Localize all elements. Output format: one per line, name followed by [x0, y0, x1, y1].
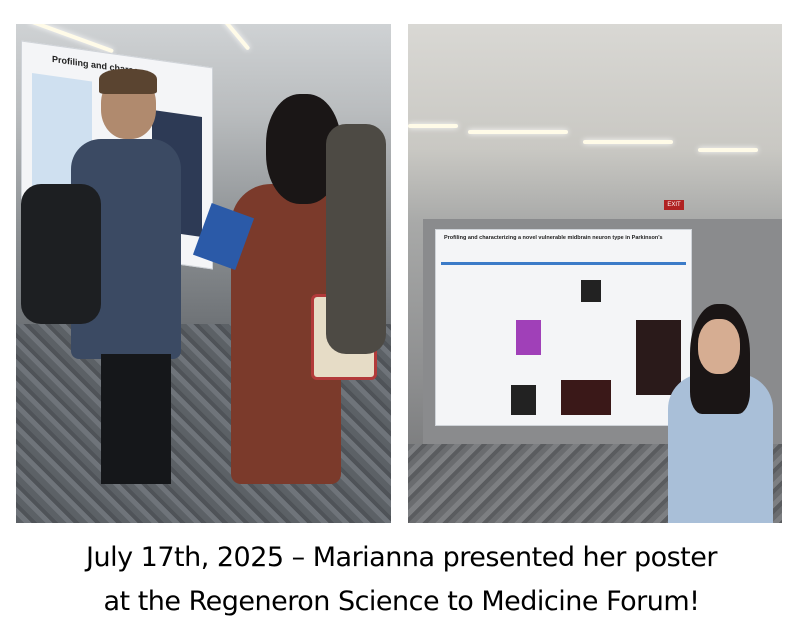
poster-divider — [441, 262, 686, 265]
ceiling-light — [408, 124, 458, 128]
exit-sign: EXIT — [664, 200, 684, 210]
poster: Profiling and characterizing a novel vul… — [435, 229, 692, 426]
poster-figure — [561, 380, 611, 415]
caption: July 17th, 2025 – Marianna presented her… — [0, 536, 803, 624]
poster-title: Profiling and characterizing a novel vul… — [444, 235, 664, 241]
left-photo: Profiling and charac — [16, 24, 391, 523]
trousers — [101, 354, 171, 484]
poster-figure — [636, 320, 681, 395]
hair — [99, 69, 157, 94]
caption-line-1: July 17th, 2025 – Marianna presented her… — [86, 542, 717, 573]
presenter-face — [698, 319, 740, 374]
ceiling-light — [698, 148, 758, 152]
ceiling-light — [468, 130, 568, 134]
caption-line-2: at the Regeneron Science to Medicine For… — [103, 586, 700, 617]
right-photo: EXIT Profiling and characterizing a nove… — [408, 24, 782, 523]
poster-figure — [516, 320, 541, 355]
person-background — [326, 124, 386, 354]
ceiling-light — [221, 24, 251, 51]
poster-figure — [581, 280, 601, 302]
ceiling-light — [583, 140, 673, 144]
poster-figure — [511, 385, 536, 415]
backpack — [21, 184, 101, 324]
